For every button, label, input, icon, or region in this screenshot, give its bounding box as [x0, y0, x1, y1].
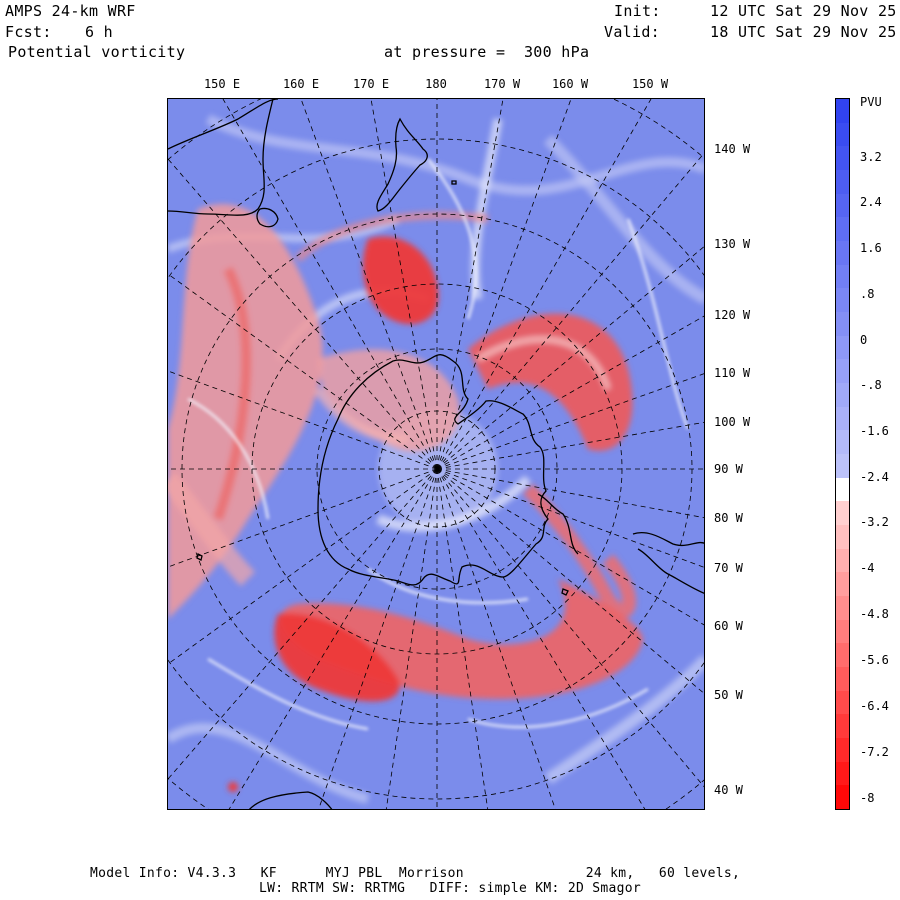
colorbar-segment: [836, 170, 849, 195]
lon-label-160w: 160 W: [551, 77, 589, 91]
valid-label: Valid:: [604, 23, 660, 41]
colorbar-tick-neg5.6: -5.6: [860, 653, 889, 667]
colorbar-segment: [836, 690, 849, 715]
colorbar-segment: [836, 383, 849, 408]
lon-label-130w: 130 W: [714, 237, 751, 251]
colorbar-segment: [836, 217, 849, 242]
colorbar-tick-0: 0: [860, 333, 868, 347]
coastlines: [168, 99, 704, 809]
antarctic-peninsula: [537, 493, 579, 555]
colorbar-tick-neg6.4: -6.4: [860, 699, 889, 713]
pv-filaments: [187, 158, 690, 731]
colorbar-segment: [836, 643, 849, 668]
colorbar-segment: [836, 667, 849, 692]
level-text: at pressure = 300 hPa: [384, 43, 590, 61]
lon-label-140w: 140 W: [714, 142, 751, 156]
colorbar-tick-neg8: -8: [860, 791, 875, 805]
meridians: [168, 99, 704, 809]
antarctica-coast: [317, 354, 549, 586]
colorbar-segment: [836, 785, 849, 810]
lon-label-150w: 150 W: [631, 77, 669, 91]
lon-label-40w: 40 W: [714, 783, 743, 797]
new-zealand-coast: [376, 117, 428, 212]
init-time: 12 UTC Sat 29 Nov 25: [710, 2, 897, 20]
pv-map: [167, 98, 705, 810]
colorbar-segment: [836, 596, 849, 621]
colorbar-tick-0.8: .8: [860, 287, 875, 301]
lon-label-90w: 90 W: [714, 462, 743, 476]
africa-coast: [249, 791, 333, 809]
south-america-coast: [632, 532, 704, 594]
colorbar-tick-neg1.6: -1.6: [860, 424, 889, 438]
colorbar-tick-neg3.2: -3.2: [860, 515, 889, 529]
colorbar-tick-neg2.4: -2.4: [860, 470, 889, 484]
lon-label-70w: 70 W: [714, 561, 743, 575]
lon-label-50w: 50 W: [714, 688, 743, 702]
forecast-label: Fcst:: [5, 23, 52, 41]
model-info-line1: Model Info: V4.3.3 KF MYJ PBL Morrison 2…: [90, 866, 741, 881]
pv-map-svg: [168, 99, 704, 809]
forecast-value: 6 h: [85, 23, 113, 41]
lon-label-180: 180: [425, 77, 447, 91]
colorbar-segment: [836, 406, 849, 431]
colorbar-segment: [836, 454, 849, 479]
colorbar-segment: [836, 312, 849, 337]
lon-label-120w: 120 W: [714, 308, 751, 322]
lon-label-80w: 80 W: [714, 511, 743, 525]
colorbar-segment: [836, 501, 849, 526]
colorbar-segment: [836, 477, 849, 502]
field-name: Potential vorticity: [8, 43, 186, 61]
model-info-line2: LW: RRTM SW: RRTMG DIFF: simple KM: 2D S…: [259, 881, 641, 896]
colorbar-segment: [836, 572, 849, 597]
colorbar-segment: [836, 761, 849, 786]
colorbar-segment: [836, 714, 849, 739]
colorbar-tick-neg4: -4: [860, 561, 875, 575]
colorbar-tick-neg0.8: -.8: [860, 378, 882, 392]
colorbar-segment: [836, 264, 849, 289]
pv-colorbar: [835, 98, 850, 810]
lon-label-60w: 60 W: [714, 619, 743, 633]
colorbar-tick-neg4.8: -4.8: [860, 607, 889, 621]
colorbar-segment: [836, 359, 849, 384]
lon-label-170w: 170 W: [483, 77, 521, 91]
lon-label-150e: 150 E: [203, 77, 241, 91]
lon-label-110w: 110 W: [714, 366, 751, 380]
colorbar-segment: [836, 99, 849, 124]
model-title: AMPS 24-km WRF: [5, 2, 136, 20]
colorbar-segment: [836, 122, 849, 147]
colorbar-segment: [836, 548, 849, 573]
colorbar-segment: [836, 430, 849, 455]
colorbar-tick-3.2: 3.2: [860, 150, 882, 164]
colorbar-unit: PVU: [860, 95, 882, 109]
lon-label-160e: 160 E: [282, 77, 320, 91]
colorbar-tick-2.4: 2.4: [860, 195, 882, 209]
lon-label-170e: 170 E: [352, 77, 390, 91]
colorbar-segment: [836, 525, 849, 550]
colorbar-segment: [836, 619, 849, 644]
colorbar-segment: [836, 335, 849, 360]
colorbar-segment: [836, 193, 849, 218]
init-label: Init:: [614, 2, 661, 20]
pv-negative-regions: [168, 203, 643, 792]
valid-time: 18 UTC Sat 29 Nov 25: [710, 23, 897, 41]
colorbar-segment: [836, 288, 849, 313]
australia-coast: [168, 99, 279, 216]
colorbar-tick-neg7.2: -7.2: [860, 745, 889, 759]
colorbar-tick-1.6: 1.6: [860, 241, 882, 255]
colorbar-segment: [836, 146, 849, 171]
colorbar-segment: [836, 241, 849, 266]
tasmania-coast: [256, 207, 279, 228]
lon-label-100w: 100 W: [714, 415, 751, 429]
colorbar-segment: [836, 738, 849, 763]
